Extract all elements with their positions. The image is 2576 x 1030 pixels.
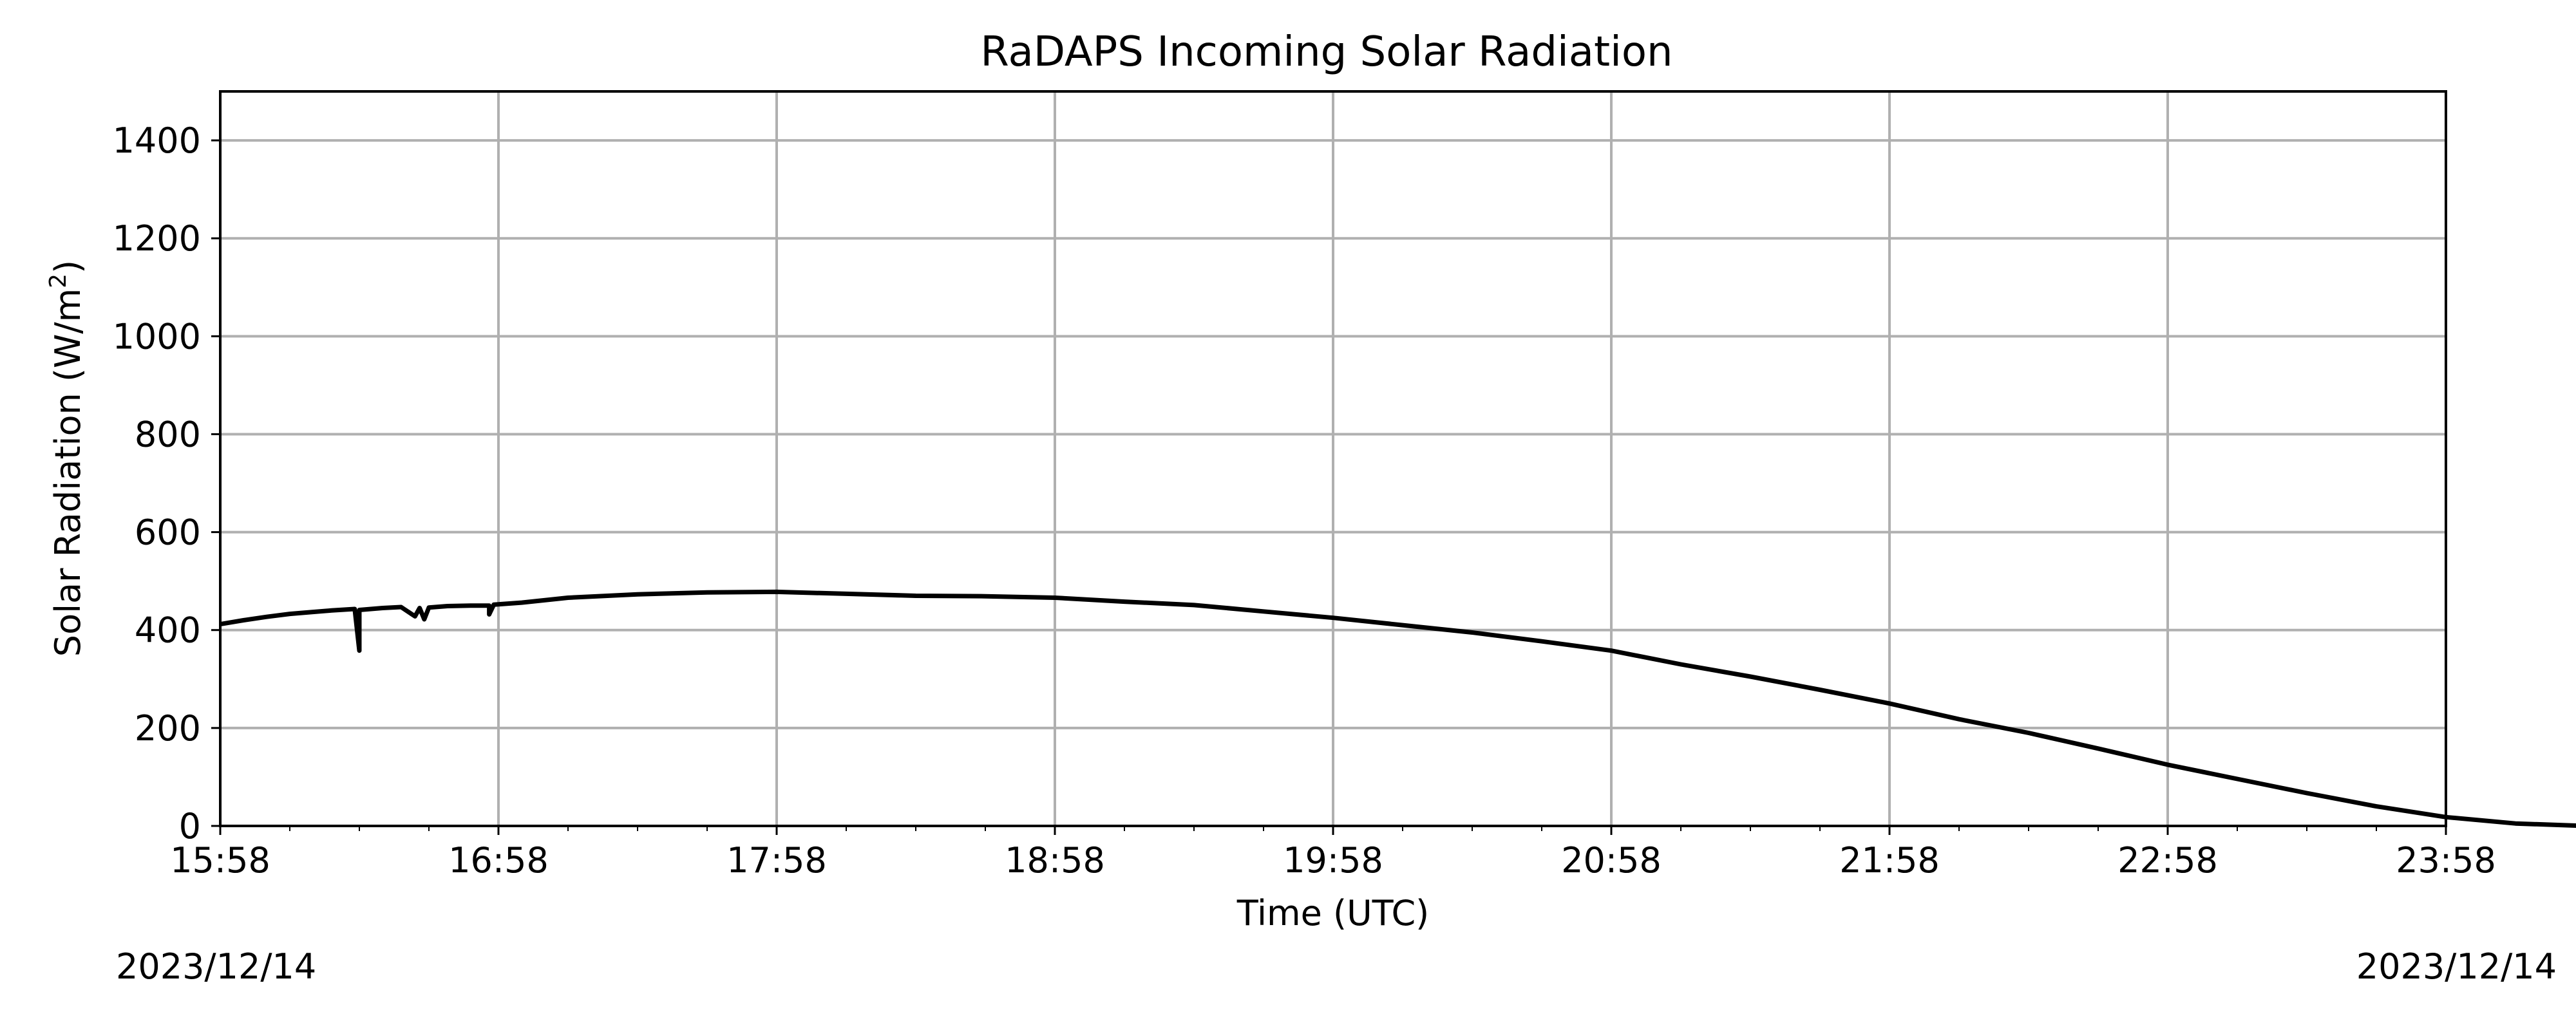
y-tick-label: 600 [135, 512, 201, 553]
x-tick-label: 15:58 [170, 840, 270, 881]
x-tick-label: 17:58 [726, 840, 827, 881]
end-date-label: 2023/12/14 [2356, 946, 2557, 987]
x-tick-label: 18:58 [1005, 840, 1105, 881]
y-tick-label: 0 [179, 806, 201, 847]
x-tick-label: 21:58 [1839, 840, 1940, 881]
x-tick-label: 22:58 [2117, 840, 2218, 881]
x-tick-label: 16:58 [448, 840, 549, 881]
x-tick-label: 20:58 [1561, 840, 1662, 881]
chart-title: RaDAPS Incoming Solar Radiation [980, 28, 1672, 76]
y-tick-label: 800 [135, 414, 201, 454]
y-tick-label: 1400 [113, 120, 201, 161]
y-tick-label: 1200 [113, 218, 201, 259]
y-axis-label: Solar Radiation (W/m2) [45, 260, 88, 657]
x-tick-label: 23:58 [2396, 840, 2496, 881]
y-tick-label: 400 [135, 610, 201, 651]
y-tick-label: 1000 [113, 316, 201, 357]
grid-lines [219, 91, 2447, 827]
x-axis-label: Time (UTC) [1236, 893, 1430, 933]
start-date-label: 2023/12/14 [116, 946, 317, 987]
y-axis-label-close: ) [48, 260, 88, 274]
y-axis-label-main: Solar Radiation (W/m [48, 288, 88, 657]
y-axis-label-superscript: 2 [45, 274, 71, 288]
x-tick-label: 19:58 [1283, 840, 1383, 881]
axis-ticks [211, 139, 2447, 835]
series-line [220, 589, 2576, 829]
series-layer [220, 589, 2576, 829]
axis-tick-labels: 0 200 400 600 800 1000 1200 1400 15:58 16:58 17:58… [113, 120, 2496, 881]
y-tick-label: 200 [135, 708, 201, 749]
plot-frame [219, 90, 2447, 827]
